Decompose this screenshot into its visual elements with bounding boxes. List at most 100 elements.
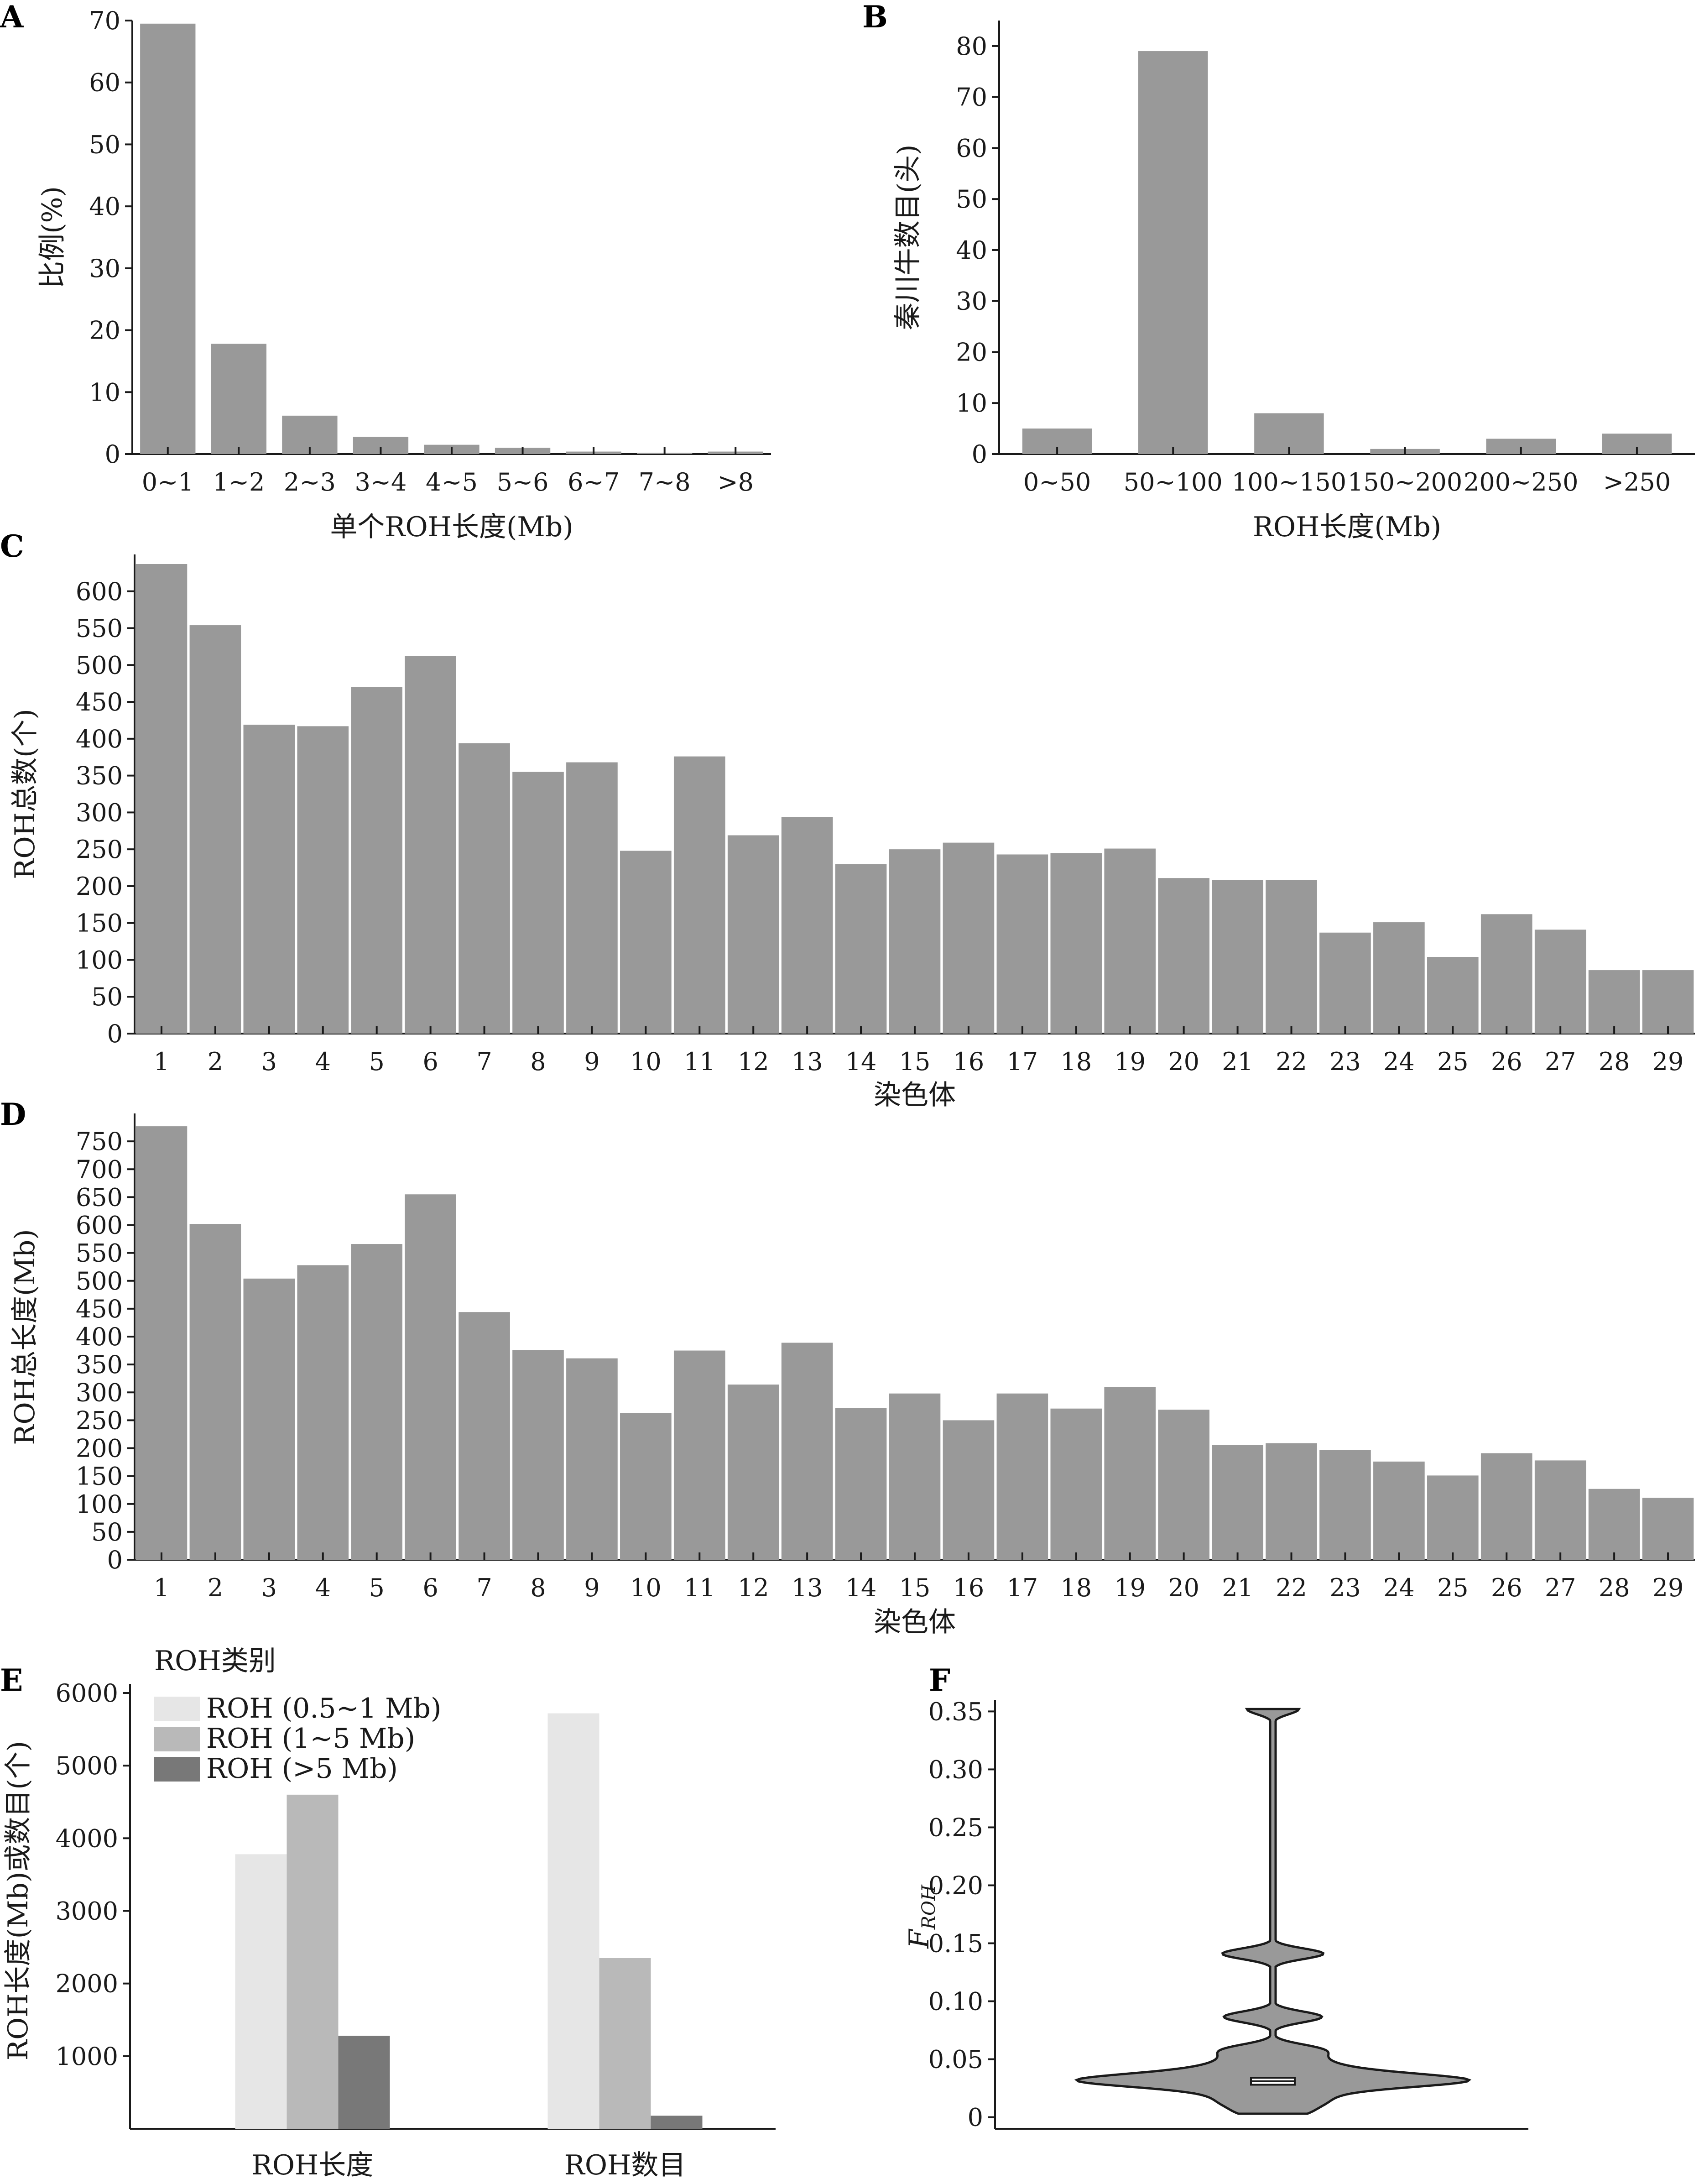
y-axis-label: 比例(%): [36, 186, 68, 288]
y-tick-label: 450: [76, 688, 123, 716]
bar: [1480, 1453, 1532, 1560]
bar: [547, 1713, 599, 2129]
y-tick-label: 400: [76, 725, 123, 753]
y-tick-label: 50: [956, 185, 987, 214]
y-tick-label: 20: [956, 338, 987, 366]
y-tick-label: 50: [89, 130, 120, 159]
bar: [1158, 878, 1209, 1034]
y-tick-label: 200: [76, 872, 123, 901]
x-tick-label: 10: [630, 1573, 662, 1602]
bar: [996, 854, 1048, 1034]
bar: [1212, 880, 1263, 1034]
y-tick-label: 0.15: [928, 1929, 983, 1958]
x-tick-label: 29: [1652, 1047, 1684, 1076]
y-tick-label: 400: [76, 1322, 123, 1351]
violin-body: [1074, 1708, 1472, 2115]
y-tick-label: 0.35: [928, 1697, 983, 1726]
y-tick-label: 3000: [56, 1897, 118, 1926]
bar: [1427, 1475, 1479, 1560]
legend-label: ROH (0.5~1 Mb): [206, 1693, 441, 1724]
bar: [620, 851, 672, 1034]
y-tick-label: 100: [76, 946, 123, 974]
y-tick-label: 50: [91, 982, 123, 1011]
bar: [1642, 970, 1694, 1034]
y-tick-label: 600: [76, 1211, 123, 1240]
panel-label-b: B: [862, 0, 888, 35]
bar: [459, 743, 510, 1034]
bar: [1480, 914, 1532, 1034]
bar: [1266, 1443, 1317, 1560]
bar: [673, 756, 725, 1034]
bar: [512, 772, 564, 1034]
bar: [338, 2036, 390, 2129]
x-tick-label: 29: [1652, 1573, 1684, 1602]
x-tick-label: 4: [315, 1047, 331, 1076]
bar: [727, 1385, 779, 1560]
bar: [1158, 1410, 1209, 1560]
bar: [1138, 51, 1208, 454]
y-tick-label: 5000: [56, 1751, 118, 1780]
x-tick-label: 23: [1329, 1573, 1361, 1602]
bar: [1319, 932, 1371, 1034]
y-tick-label: 0.30: [928, 1755, 983, 1784]
bar: [297, 1265, 349, 1560]
x-tick-label: 2~3: [284, 468, 336, 496]
bar: [835, 1408, 887, 1560]
x-tick-label: 3: [261, 1047, 277, 1076]
x-tick-label: 28: [1599, 1047, 1630, 1076]
x-tick-label: 200~250: [1464, 468, 1578, 496]
y-tick-label: 0.25: [928, 1813, 983, 1842]
bar: [1588, 970, 1640, 1034]
y-tick-label: 500: [76, 1267, 123, 1296]
y-tick-label: 10: [89, 378, 120, 407]
legend-label: ROH (1~5 Mb): [206, 1723, 415, 1755]
y-tick-label: 1000: [56, 2042, 118, 2071]
x-axis-label: ROH长度(Mb): [1253, 511, 1441, 543]
y-tick-label: 450: [76, 1295, 123, 1323]
x-tick-label: 17: [1007, 1047, 1038, 1076]
y-axis-label: ROH总长度(Mb): [9, 1229, 41, 1445]
bar: [459, 1312, 510, 1560]
bar: [1104, 1387, 1156, 1560]
bar: [1104, 848, 1156, 1034]
panel-label-e: E: [0, 1662, 23, 1698]
x-tick-label: 21: [1222, 1573, 1253, 1602]
bar: [243, 725, 295, 1034]
legend-swatch: [154, 1757, 200, 1782]
x-tick-label: 19: [1114, 1047, 1146, 1076]
y-tick-label: 250: [76, 1406, 123, 1435]
bar: [189, 1224, 241, 1560]
x-tick-label: 13: [792, 1047, 823, 1076]
x-tick-label: 23: [1329, 1047, 1361, 1076]
x-tick-label: ROH数目: [564, 2149, 686, 2181]
y-tick-label: 60: [956, 134, 987, 162]
bar: [835, 864, 887, 1034]
x-tick-label: 11: [684, 1047, 715, 1076]
panel-e-chart: 1000 2000 3000 4000 5000 6000 ROH长度 ROH数目 ROH类别 R…: [2, 1645, 776, 2181]
x-tick-label: 1~2: [213, 468, 265, 496]
x-tick-label: 13: [792, 1573, 823, 1602]
x-tick-label: 50~100: [1124, 468, 1223, 496]
x-tick-label: 6~7: [568, 468, 620, 496]
x-tick-label: 7: [476, 1047, 492, 1076]
bar: [1050, 1408, 1102, 1560]
bar: [943, 1420, 995, 1560]
x-tick-label: 14: [845, 1047, 877, 1076]
bar: [1427, 957, 1479, 1034]
x-tick-label: 25: [1437, 1573, 1469, 1602]
y-tick-label: 0: [968, 2103, 983, 2132]
y-tick-label: 6000: [56, 1679, 118, 1708]
bar: [1588, 1489, 1640, 1560]
y-tick-label: 550: [76, 1239, 123, 1268]
y-tick-label: 30: [956, 287, 987, 316]
x-tick-label: 15: [899, 1047, 931, 1076]
legend-title: ROH类别: [154, 1645, 276, 1677]
y-tick-label: 150: [76, 1462, 123, 1491]
x-tick-label: 1: [154, 1573, 169, 1602]
bar: [297, 726, 349, 1034]
x-tick-label: 3: [261, 1573, 277, 1602]
bar: [996, 1393, 1048, 1560]
bar: [1266, 880, 1317, 1034]
